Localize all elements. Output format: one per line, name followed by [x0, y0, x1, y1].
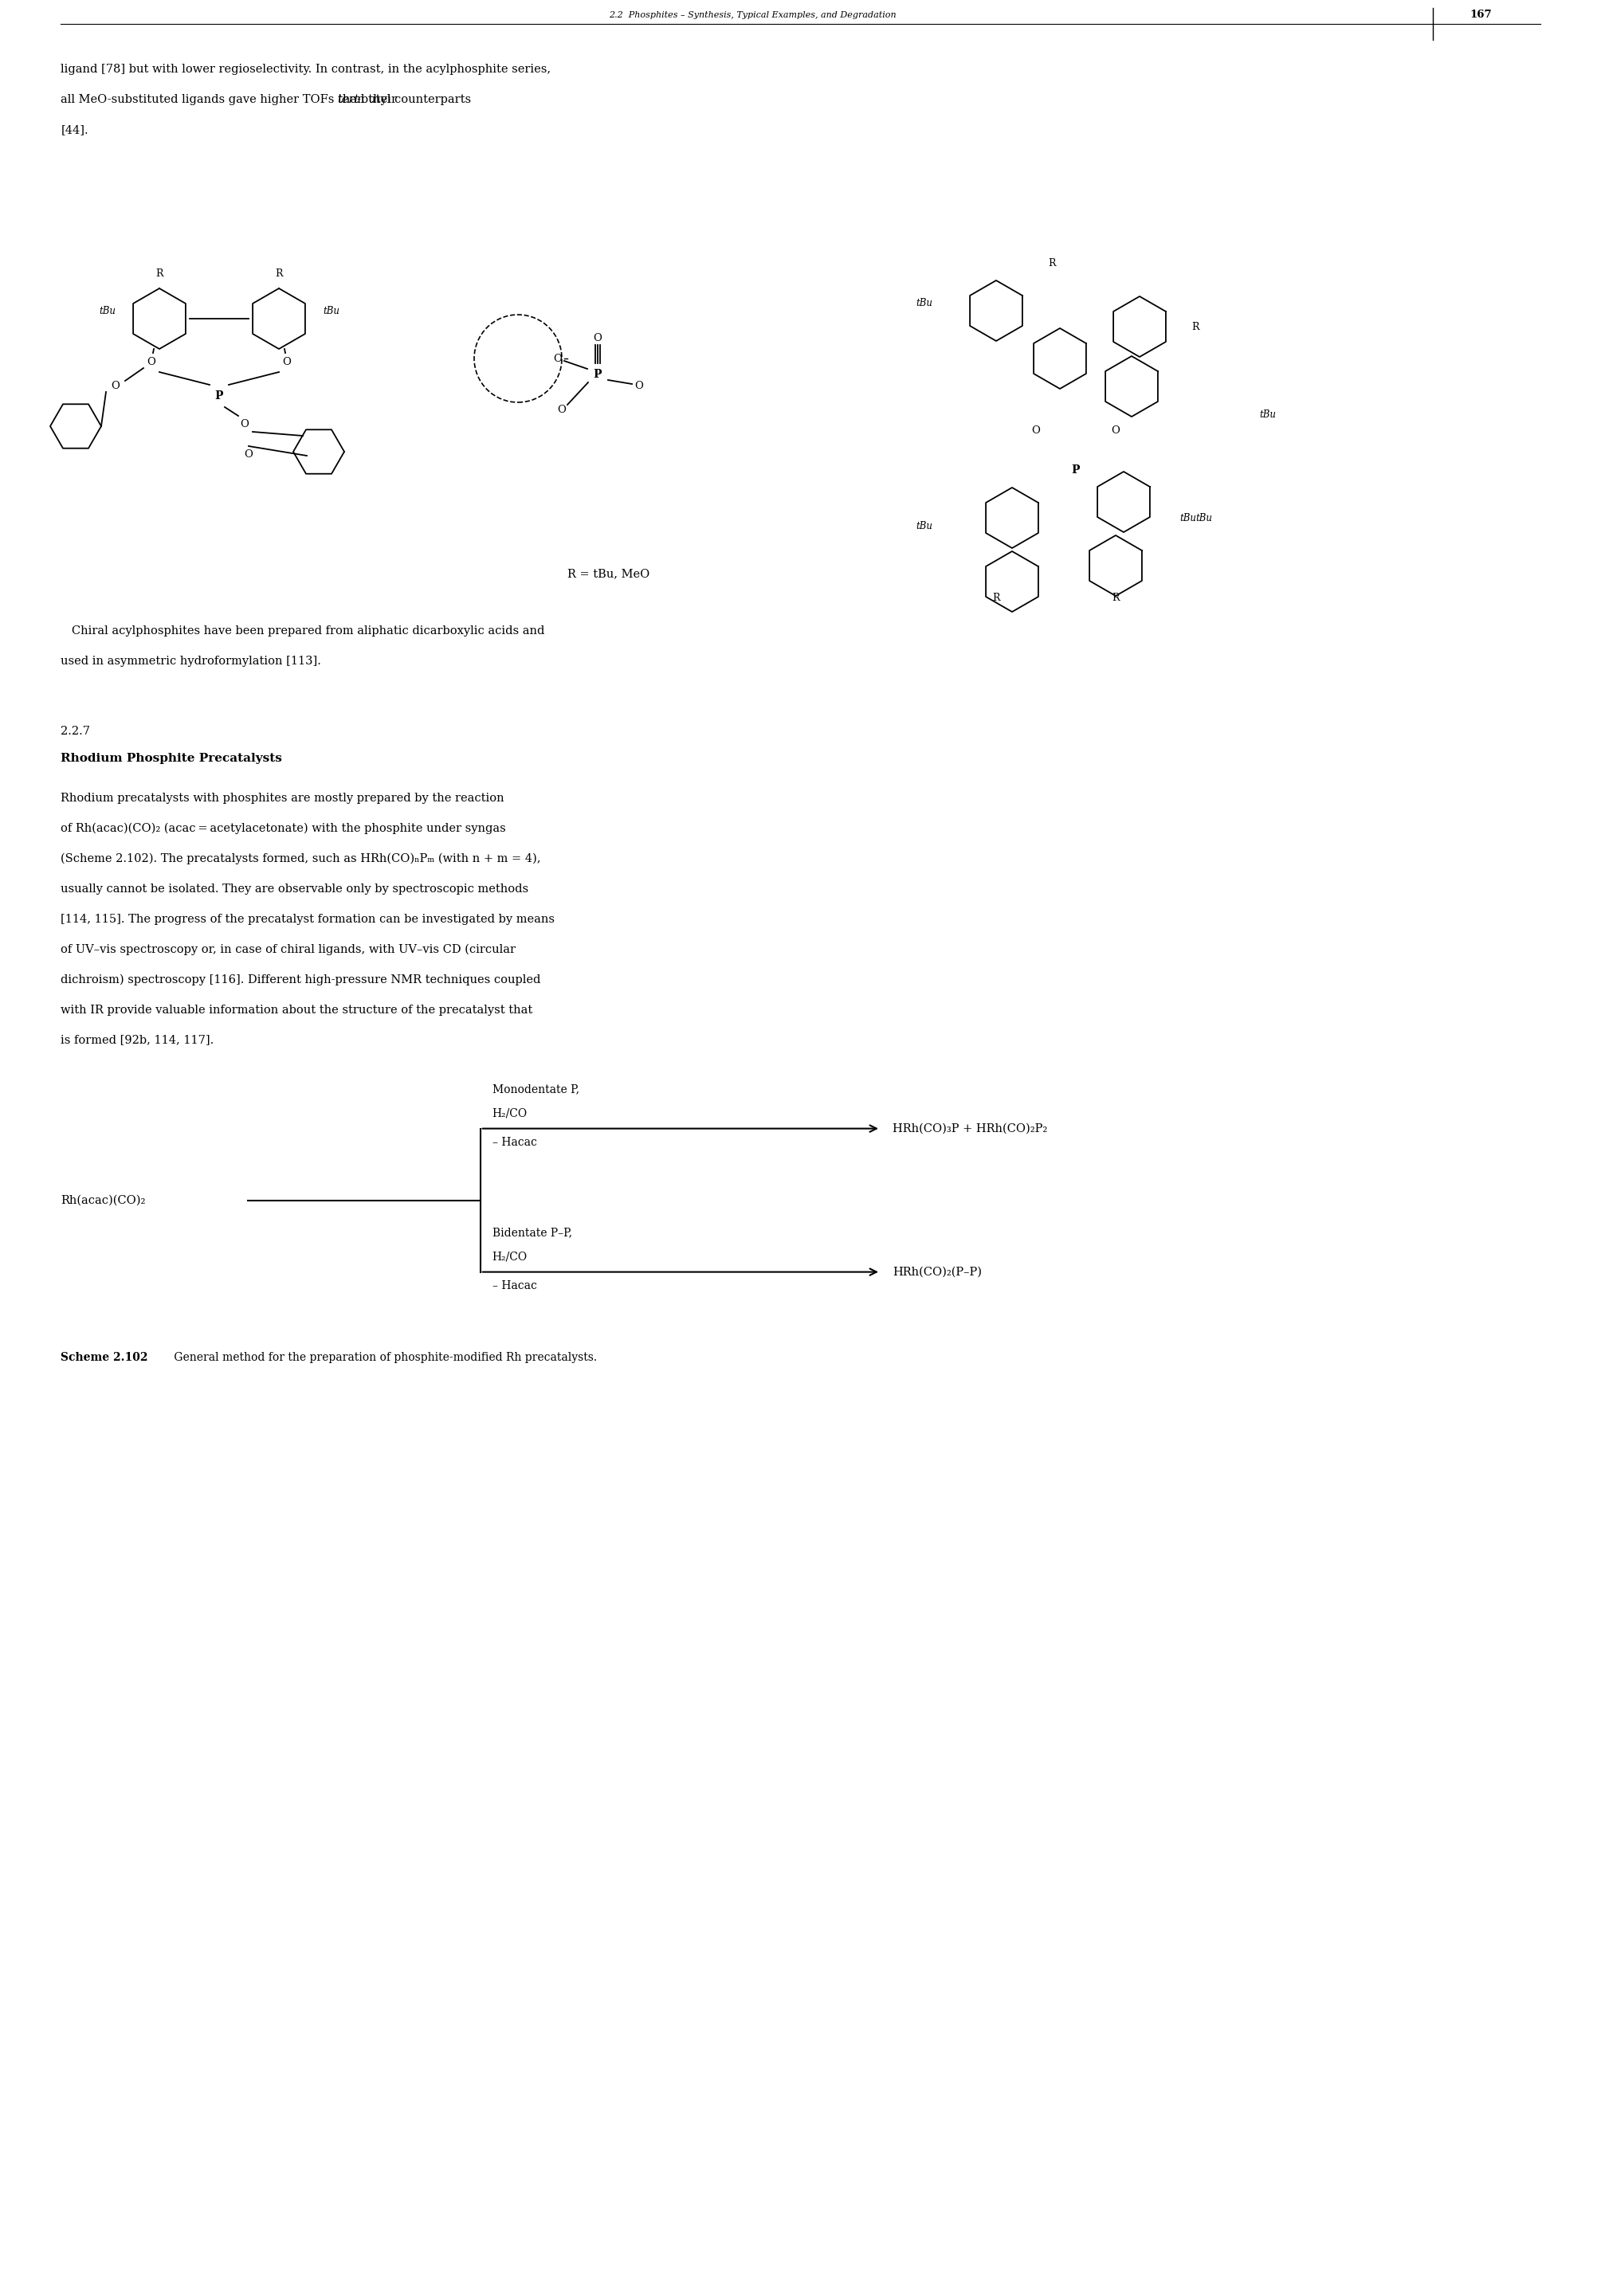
- Text: – Hacac: – Hacac: [492, 1279, 536, 1290]
- Text: O: O: [634, 381, 644, 393]
- Text: R: R: [1191, 321, 1199, 333]
- Text: Monodentate P,: Monodentate P,: [492, 1084, 580, 1095]
- Text: Rhodium precatalysts with phosphites are mostly prepared by the reaction: Rhodium precatalysts with phosphites are…: [61, 792, 504, 804]
- Text: O: O: [240, 418, 250, 429]
- Text: H₂/CO: H₂/CO: [492, 1109, 527, 1118]
- Text: P: P: [1071, 464, 1081, 475]
- Text: tBu: tBu: [1180, 512, 1196, 523]
- Text: – Hacac: – Hacac: [492, 1137, 536, 1148]
- Text: tBu: tBu: [916, 521, 932, 530]
- Text: R = tBu, MeO: R = tBu, MeO: [567, 567, 650, 579]
- Text: is formed [92b, 114, 117].: is formed [92b, 114, 117].: [61, 1035, 215, 1045]
- Text: all MeO-substituted ligands gave higher TOFs than their: all MeO-substituted ligands gave higher …: [61, 94, 400, 106]
- Text: O: O: [1111, 425, 1121, 436]
- Text: [44].: [44].: [61, 124, 88, 135]
- Text: O: O: [245, 450, 253, 459]
- Text: P: P: [215, 390, 223, 402]
- Text: O: O: [1031, 425, 1041, 436]
- Text: used in asymmetric hydroformylation [113].: used in asymmetric hydroformylation [113…: [61, 657, 322, 666]
- Text: (Scheme 2.102). The precatalysts formed, such as HRh(CO)ₙPₘ (with n + m = 4),: (Scheme 2.102). The precatalysts formed,…: [61, 852, 541, 863]
- Text: R: R: [155, 269, 163, 278]
- Text: -butyl counterparts: -butyl counterparts: [357, 94, 471, 106]
- Text: with IR provide valuable information about the structure of the precatalyst that: with IR provide valuable information abo…: [61, 1003, 533, 1015]
- Text: R: R: [275, 269, 283, 278]
- Text: usually cannot be isolated. They are observable only by spectroscopic methods: usually cannot be isolated. They are obs…: [61, 884, 528, 895]
- Text: Rhodium Phosphite Precatalysts: Rhodium Phosphite Precatalysts: [61, 753, 282, 765]
- Text: dichroism) spectroscopy [116]. Different high-pressure NMR techniques coupled: dichroism) spectroscopy [116]. Different…: [61, 974, 541, 985]
- Text: [114, 115]. The progress of the precatalyst formation can be investigated by mea: [114, 115]. The progress of the precatal…: [61, 914, 556, 925]
- Text: tBu: tBu: [323, 305, 339, 317]
- Text: Chiral acylphosphites have been prepared from aliphatic dicarboxylic acids and: Chiral acylphosphites have been prepared…: [61, 625, 544, 636]
- Text: 167: 167: [1470, 9, 1492, 21]
- Text: R: R: [1111, 592, 1119, 602]
- Text: of UV–vis spectroscopy or, in case of chiral ligands, with UV–vis CD (circular: of UV–vis spectroscopy or, in case of ch…: [61, 944, 516, 955]
- Text: O: O: [557, 404, 567, 416]
- Text: 2.2.7: 2.2.7: [61, 726, 90, 737]
- Text: 2.2  Phosphites – Synthesis, Typical Examples, and Degradation: 2.2 Phosphites – Synthesis, Typical Exam…: [608, 11, 897, 18]
- Text: R: R: [1049, 257, 1055, 269]
- Text: O: O: [594, 333, 602, 344]
- Text: tert: tert: [338, 94, 359, 106]
- Text: tBu: tBu: [1258, 409, 1276, 420]
- Text: tBu: tBu: [1196, 512, 1212, 523]
- Text: tBu: tBu: [99, 305, 115, 317]
- Text: O: O: [147, 358, 155, 367]
- Text: Scheme 2.102: Scheme 2.102: [61, 1352, 149, 1364]
- Text: ligand [78] but with lower regioselectivity. In contrast, in the acylphosphite s: ligand [78] but with lower regioselectiv…: [61, 64, 551, 76]
- Text: tBu: tBu: [916, 298, 932, 308]
- Text: Bidentate P–P,: Bidentate P–P,: [492, 1228, 572, 1238]
- Text: of Rh(acac)(CO)₂ (acac = acetylacetonate) with the phosphite under syngas: of Rh(acac)(CO)₂ (acac = acetylacetonate…: [61, 822, 506, 833]
- Text: O: O: [282, 358, 291, 367]
- Text: O: O: [554, 354, 562, 363]
- Text: H₂/CO: H₂/CO: [492, 1251, 527, 1263]
- Text: HRh(CO)₃P + HRh(CO)₂P₂: HRh(CO)₃P + HRh(CO)₂P₂: [892, 1123, 1047, 1134]
- Text: Rh(acac)(CO)₂: Rh(acac)(CO)₂: [61, 1194, 146, 1205]
- Text: HRh(CO)₂(P–P): HRh(CO)₂(P–P): [892, 1267, 981, 1277]
- Text: P: P: [594, 370, 602, 381]
- Text: O: O: [110, 381, 120, 393]
- Text: R: R: [993, 592, 1001, 602]
- Text: General method for the preparation of phosphite-modified Rh precatalysts.: General method for the preparation of ph…: [171, 1352, 597, 1364]
